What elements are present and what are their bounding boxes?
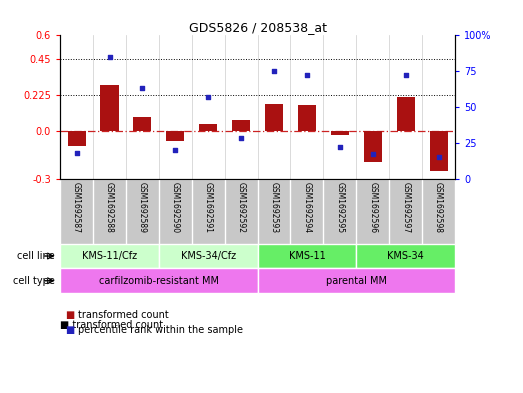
Bar xyxy=(396,97,415,131)
Point xyxy=(105,54,113,60)
Text: GSM1692597: GSM1692597 xyxy=(401,182,410,233)
Bar xyxy=(159,244,257,268)
Bar xyxy=(257,244,356,268)
Title: GDS5826 / 208538_at: GDS5826 / 208538_at xyxy=(189,21,326,34)
Text: KMS-11: KMS-11 xyxy=(289,251,325,261)
Text: parental MM: parental MM xyxy=(326,276,387,286)
Point xyxy=(336,144,344,150)
Text: KMS-34/Cfz: KMS-34/Cfz xyxy=(180,251,236,261)
Text: transformed count: transformed count xyxy=(78,310,169,320)
Bar xyxy=(100,86,119,131)
Text: ■ transformed count: ■ transformed count xyxy=(60,320,163,331)
Text: GSM1692592: GSM1692592 xyxy=(236,182,246,233)
Bar xyxy=(257,268,455,293)
Text: KMS-11/Cfz: KMS-11/Cfz xyxy=(82,251,137,261)
Point xyxy=(369,151,377,157)
Point xyxy=(72,150,81,156)
Bar xyxy=(331,131,349,135)
Text: carfilzomib-resistant MM: carfilzomib-resistant MM xyxy=(99,276,219,286)
Bar xyxy=(298,105,316,131)
Text: GSM1692598: GSM1692598 xyxy=(434,182,443,233)
Text: ■: ■ xyxy=(65,310,75,320)
Bar xyxy=(363,131,382,162)
Text: cell type: cell type xyxy=(13,276,55,286)
Text: GSM1692591: GSM1692591 xyxy=(204,182,213,233)
Point xyxy=(171,147,179,153)
Text: GSM1692595: GSM1692595 xyxy=(335,182,344,233)
Point xyxy=(402,72,410,79)
Text: GSM1692594: GSM1692594 xyxy=(302,182,311,233)
Bar xyxy=(356,244,455,268)
Point xyxy=(435,154,443,160)
Point xyxy=(138,85,146,92)
Bar xyxy=(60,268,257,293)
Bar xyxy=(429,131,448,171)
Point xyxy=(204,94,212,100)
Text: percentile rank within the sample: percentile rank within the sample xyxy=(78,325,243,336)
Bar xyxy=(60,244,159,268)
Bar xyxy=(199,124,217,131)
Text: GSM1692590: GSM1692590 xyxy=(171,182,180,233)
Text: GSM1692596: GSM1692596 xyxy=(368,182,377,233)
Bar xyxy=(67,131,86,146)
Text: GSM1692588: GSM1692588 xyxy=(105,182,114,233)
Text: GSM1692589: GSM1692589 xyxy=(138,182,147,233)
Point xyxy=(303,72,311,79)
Text: GSM1692587: GSM1692587 xyxy=(72,182,81,233)
Bar xyxy=(232,120,250,131)
Text: KMS-34: KMS-34 xyxy=(387,251,424,261)
Text: GSM1692593: GSM1692593 xyxy=(269,182,279,233)
Bar xyxy=(166,131,185,141)
Text: ■: ■ xyxy=(65,325,75,336)
Text: cell line: cell line xyxy=(17,251,55,261)
Point xyxy=(270,68,278,74)
Bar xyxy=(265,104,283,131)
Point xyxy=(237,135,245,141)
Bar xyxy=(133,116,152,131)
